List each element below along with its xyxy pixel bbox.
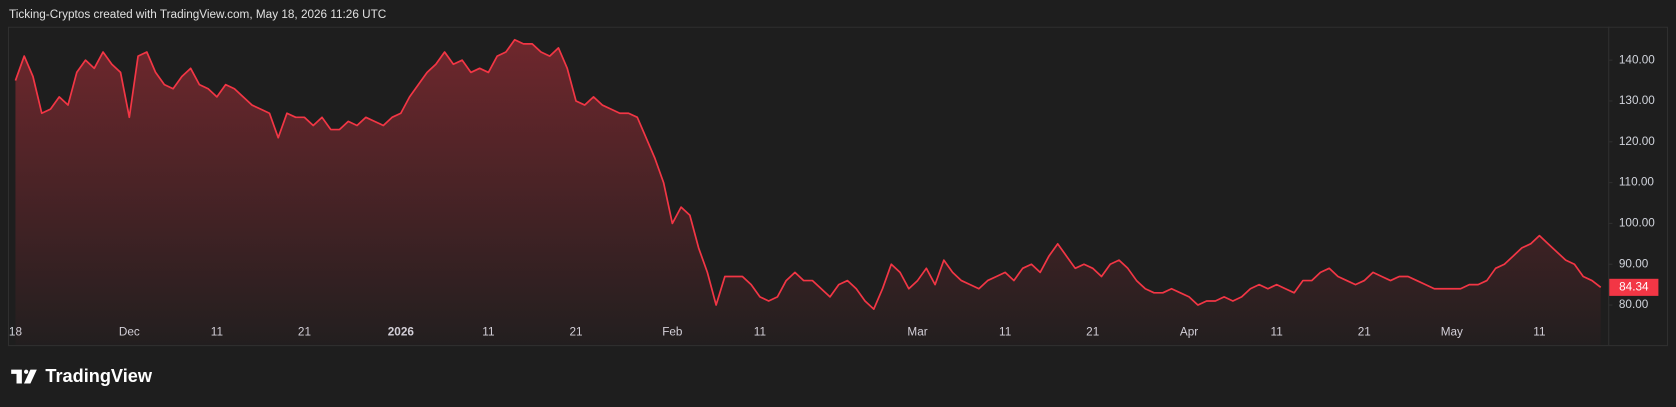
last-price-label: 84.34 [1619,280,1649,293]
logo-mark [11,369,22,384]
y-tick-label: 80.00 [1619,298,1649,311]
logo-dot [24,369,29,374]
header: Ticking-Cryptos created with TradingView… [9,8,387,21]
area-fill [15,39,1601,346]
y-tick-label: 110.00 [1619,176,1655,189]
price-line [14,38,1602,310]
brand: TradingView [45,366,152,386]
last-price-tag [1609,278,1659,296]
y-tick-label: 130.00 [1619,94,1655,107]
y-tick-label: 90.00 [1619,257,1649,270]
chart-frame [7,26,1669,347]
brand-logo: TradingView [11,366,153,386]
y-tick-label: 100.00 [1619,217,1655,230]
y-tick-label: 120.00 [1619,135,1655,148]
logo-slash [24,369,37,384]
y-tick-label: 140.00 [1619,53,1655,66]
